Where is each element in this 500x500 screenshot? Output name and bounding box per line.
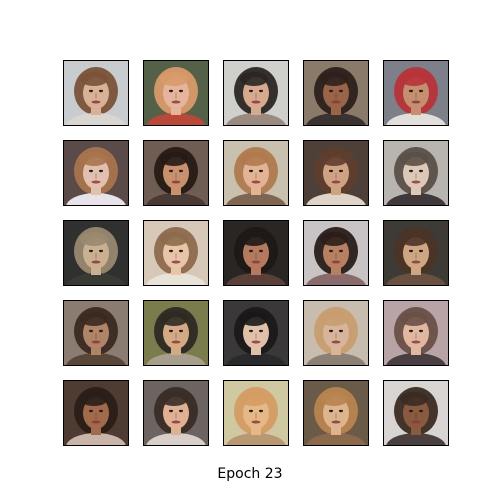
sample-image [143, 60, 209, 126]
sample-image [383, 220, 449, 286]
sample-image [223, 300, 289, 366]
sample-image [63, 380, 129, 446]
sample-image [143, 300, 209, 366]
sample-image [63, 60, 129, 126]
sample-image [383, 380, 449, 446]
sample-image [223, 380, 289, 446]
sample-image [303, 220, 369, 286]
sample-image [303, 380, 369, 446]
epoch-caption: Epoch 23 [217, 466, 283, 482]
sample-image [143, 140, 209, 206]
sample-image-grid [63, 60, 451, 447]
sample-image [383, 140, 449, 206]
sample-image [223, 60, 289, 126]
sample-image [383, 60, 449, 126]
sample-image [303, 300, 369, 366]
sample-image [63, 220, 129, 286]
sample-image [63, 300, 129, 366]
sample-image [143, 380, 209, 446]
sample-image [223, 220, 289, 286]
sample-image [143, 220, 209, 286]
sample-image [383, 300, 449, 366]
sample-image [223, 140, 289, 206]
sample-image [63, 140, 129, 206]
sample-image [303, 60, 369, 126]
sample-image [303, 140, 369, 206]
